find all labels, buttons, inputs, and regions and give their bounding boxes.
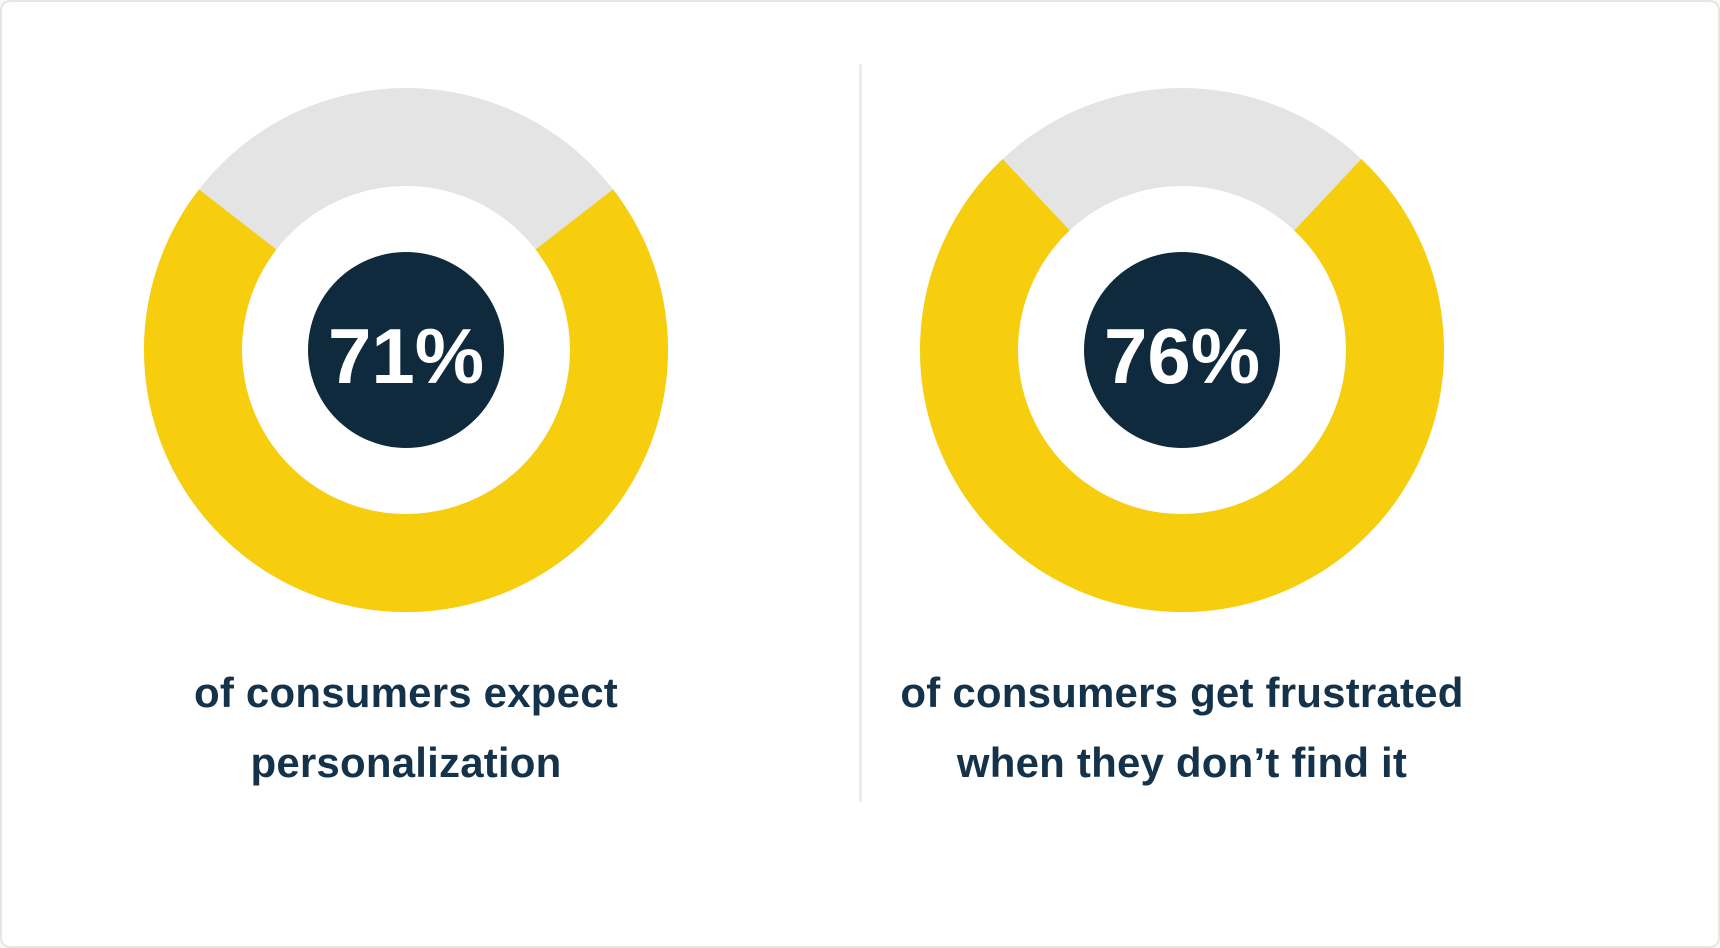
donut-hub-circle [1084,252,1280,448]
stat-caption-line: of consumers get frustrated [900,669,1464,716]
stat-caption: of consumers get frustrated when they do… [872,658,1492,798]
donut-value-arc [144,189,668,612]
donut-svg: 71% [144,88,668,612]
donut-value-arc [920,159,1444,612]
stat-caption-line: of consumers expect [194,669,618,716]
stat-panel-frustration: 76% of consumers get frustrated when the… [872,88,1492,798]
donut-percent-label: 76% [1104,312,1260,400]
stat-caption: of consumers expect personalization [96,658,716,798]
vertical-divider [859,64,862,802]
donut-chart-frustrated: 76% [920,88,1444,612]
donut-svg: 76% [920,88,1444,612]
stat-caption-line: when they don’t find it [956,739,1408,786]
donut-chart-expect: 71% [144,88,668,612]
stat-caption-line: personalization [250,739,562,786]
donut-hub-circle [308,252,504,448]
stat-panel-personalization: 71% of consumers expect personalization [96,88,716,798]
donut-percent-label: 71% [328,312,484,400]
